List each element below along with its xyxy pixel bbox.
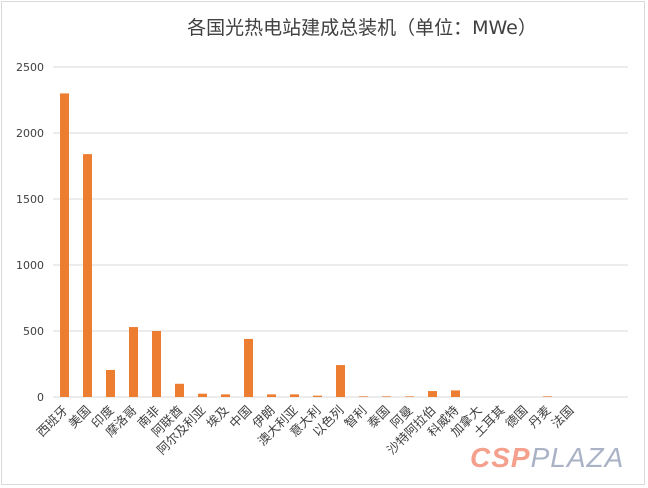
x-tick-label: 美国	[65, 403, 93, 431]
x-tick-label: 泰国	[364, 403, 392, 431]
bar	[543, 396, 552, 397]
watermark-csp: CSP	[470, 442, 531, 473]
bar	[129, 327, 138, 397]
watermark-plaza: PLAZA	[530, 442, 625, 473]
bar	[267, 394, 276, 397]
watermark-logo: CSPPLAZA	[470, 442, 624, 474]
bar	[382, 396, 391, 397]
bar	[106, 369, 115, 397]
x-tick-label: 智利	[341, 403, 369, 431]
bar	[359, 396, 368, 397]
y-tick-label: 0	[37, 391, 44, 404]
y-tick-label: 500	[23, 325, 44, 338]
bar	[313, 395, 322, 397]
bar	[428, 391, 437, 397]
bar	[405, 396, 414, 397]
bar	[198, 393, 207, 397]
y-tick-label: 2000	[16, 127, 44, 140]
x-tick-label: 中国	[226, 403, 254, 431]
bar	[83, 154, 92, 397]
x-tick-label: 德国	[502, 403, 530, 431]
bar	[451, 390, 460, 397]
y-tick-label: 1000	[16, 259, 44, 272]
bar	[175, 383, 184, 397]
bar	[60, 93, 69, 398]
bar	[244, 338, 253, 397]
bar	[290, 394, 299, 397]
bar	[336, 365, 345, 397]
y-tick-label: 1500	[16, 193, 44, 206]
chart-title: 各国光热电站建成总装机（单位：MWe）	[187, 17, 537, 39]
y-tick-label: 2500	[16, 61, 44, 74]
bar	[152, 331, 161, 397]
x-tick-label: 丹麦	[525, 402, 554, 431]
x-tick-label: 法国	[548, 403, 576, 431]
x-tick-label: 埃及	[203, 402, 232, 431]
bar	[221, 394, 230, 397]
